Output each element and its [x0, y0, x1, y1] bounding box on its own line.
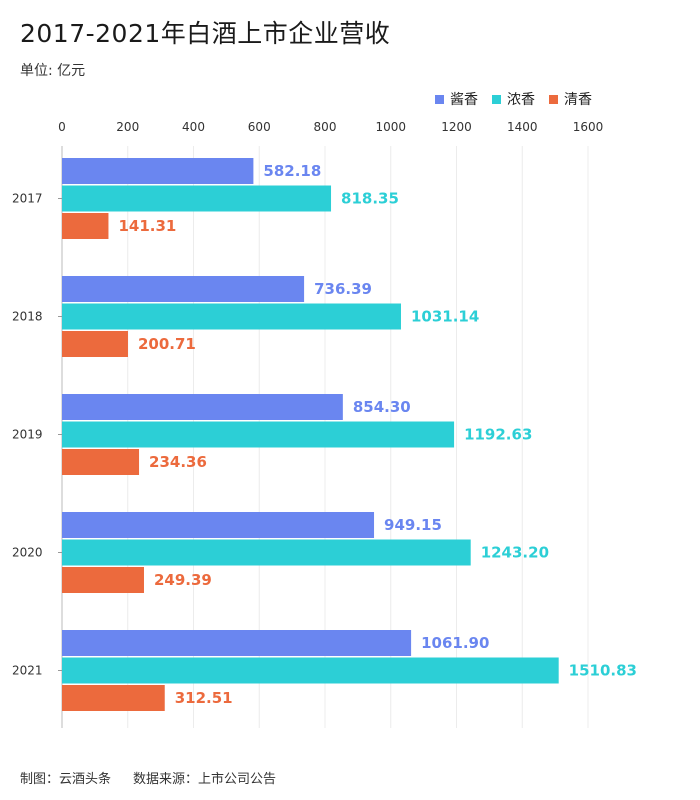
legend-item-jiangxiang: 酱香 [435, 89, 478, 109]
bar-value-label-2021-清香: 312.51 [175, 689, 233, 707]
y-category-label-2021: 2021 [12, 664, 43, 678]
x-tick-label-800: 800 [314, 120, 337, 134]
bar-value-label-2020-浓香: 1243.20 [481, 544, 549, 562]
bar-2017-浓香 [62, 185, 332, 212]
bar-2021-清香 [62, 685, 165, 711]
footer-credit: 制图：云酒头条 [20, 772, 112, 787]
footer-source: 数据来源：上市公司公告 [133, 772, 277, 787]
bar-value-label-2018-浓香: 1031.14 [411, 308, 479, 326]
bar-2019-浓香 [62, 421, 455, 448]
bar-2017-酱香 [62, 158, 254, 184]
bar-2017-清香 [62, 213, 109, 239]
x-tick-label-600: 600 [248, 120, 271, 134]
x-tick-label-400: 400 [182, 120, 205, 134]
chart-title: 2017-2021年白酒上市企业营收 [20, 19, 391, 48]
y-category-label-2019: 2019 [12, 428, 43, 442]
bar-value-label-2019-浓香: 1192.63 [464, 426, 532, 444]
bar-2019-酱香 [62, 394, 343, 420]
bar-value-label-2021-浓香: 1510.83 [569, 662, 637, 680]
legend: 酱香 浓香 清香 [435, 89, 592, 109]
legend-item-qingxiang: 清香 [549, 89, 592, 109]
legend-swatch-qingxiang [549, 94, 558, 104]
legend-swatch-nongxiang [492, 94, 501, 104]
x-tick-label-1600: 1600 [573, 120, 604, 134]
y-category-label-2018: 2018 [12, 310, 43, 324]
footer: 制图：云酒头条 数据来源：上市公司公告 [20, 768, 276, 787]
unit-label: 单位: 亿元 [20, 63, 86, 79]
bar-value-label-2020-酱香: 949.15 [384, 516, 442, 534]
x-tick-label-1400: 1400 [507, 120, 538, 134]
bar-value-label-2017-酱香: 582.18 [263, 162, 321, 180]
x-tick-label-200: 200 [116, 120, 139, 134]
bar-value-label-2018-酱香: 736.39 [314, 280, 372, 298]
bar-value-label-2018-清香: 200.71 [138, 335, 196, 353]
bar-2018-酱香 [62, 276, 305, 302]
bar-value-label-2017-浓香: 818.35 [341, 190, 399, 208]
legend-label-nongxiang: 浓香 [507, 92, 535, 108]
legend-label-qingxiang: 清香 [564, 92, 592, 108]
bar-value-label-2019-清香: 234.36 [149, 453, 207, 471]
x-tick-label-0: 0 [58, 120, 66, 134]
bar-2018-浓香 [62, 303, 401, 330]
bar-2020-浓香 [62, 539, 471, 566]
legend-label-jiangxiang: 酱香 [450, 92, 478, 108]
bar-2019-清香 [62, 449, 140, 475]
bar-2018-清香 [62, 331, 128, 357]
y-category-label-2017: 2017 [12, 192, 43, 206]
bar-value-label-2021-酱香: 1061.90 [421, 634, 489, 652]
bar-2020-清香 [62, 567, 144, 593]
y-category-label-2020: 2020 [12, 546, 43, 560]
bar-2021-酱香 [62, 630, 412, 656]
x-tick-label-1000: 1000 [375, 120, 406, 134]
legend-item-nongxiang: 浓香 [492, 89, 535, 109]
bar-value-label-2020-清香: 249.39 [154, 571, 212, 589]
bar-chart: 0 200 400 600 800 1000 1200 1400 1600 2017 582.18 8… [12, 120, 637, 728]
legend-swatch-jiangxiang [435, 94, 444, 104]
bar-2020-酱香 [62, 512, 375, 538]
x-tick-label-1200: 1200 [441, 120, 472, 134]
bar-value-label-2019-酱香: 854.30 [353, 398, 411, 416]
bar-2021-浓香 [62, 657, 559, 684]
bar-value-label-2017-清香: 141.31 [118, 217, 176, 235]
